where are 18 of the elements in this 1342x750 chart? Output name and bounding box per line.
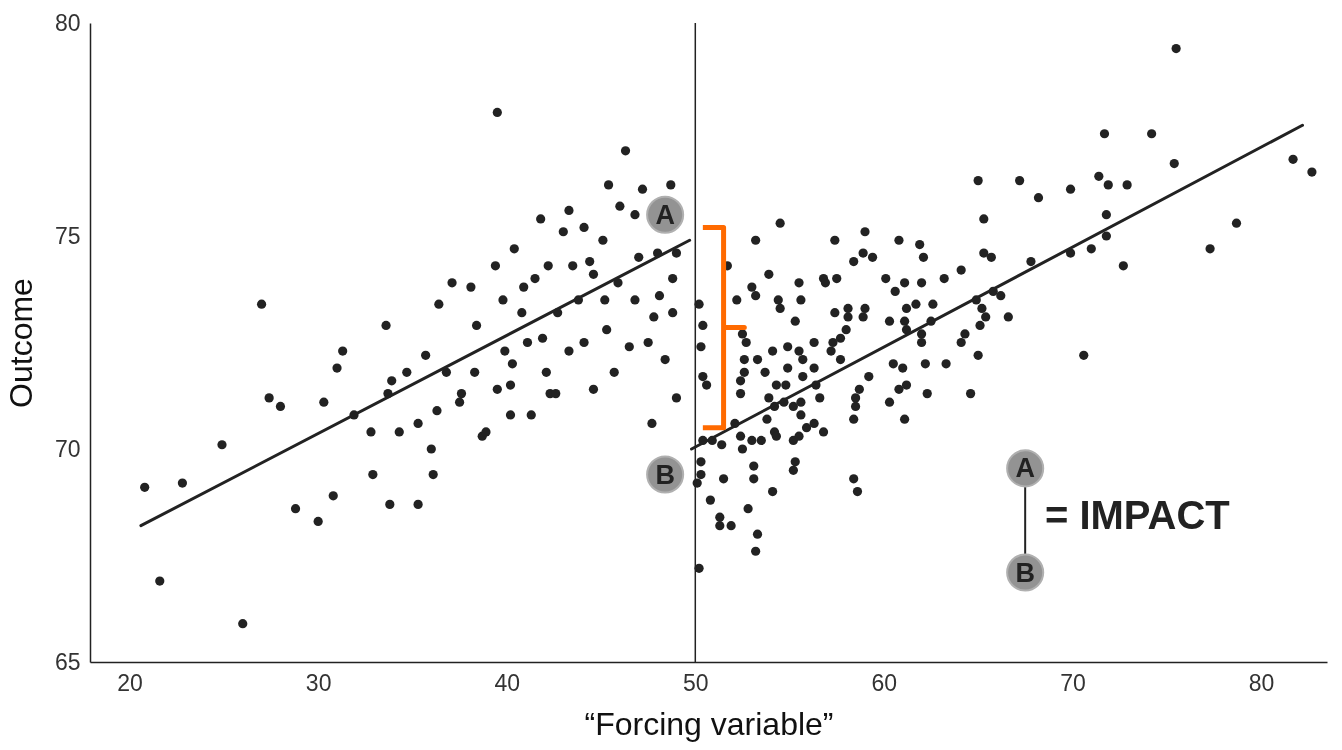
x-tick-label: 30 <box>305 669 332 696</box>
y-tick-label: 65 <box>54 648 81 675</box>
annotation: B <box>655 459 675 490</box>
annotation: A <box>655 199 675 230</box>
x-tick-label: 50 <box>683 669 709 696</box>
annotation: B <box>1015 557 1035 588</box>
y-axis-title: Outcome <box>2 278 39 408</box>
y-tick-label: 70 <box>54 435 81 462</box>
x-tick-label: 80 <box>1248 669 1275 696</box>
annotation: = IMPACT <box>1044 492 1230 537</box>
y-tick-label: 80 <box>54 9 81 36</box>
y-tick-label: 75 <box>54 222 81 249</box>
x-tick-label: 70 <box>1060 669 1086 696</box>
x-tick-label: 60 <box>871 669 898 696</box>
x-tick-label: 40 <box>494 669 521 696</box>
x-axis-title: “Forcing variable” <box>584 705 834 742</box>
x-tick-label: 20 <box>117 669 143 696</box>
annotation: A <box>1015 453 1035 484</box>
